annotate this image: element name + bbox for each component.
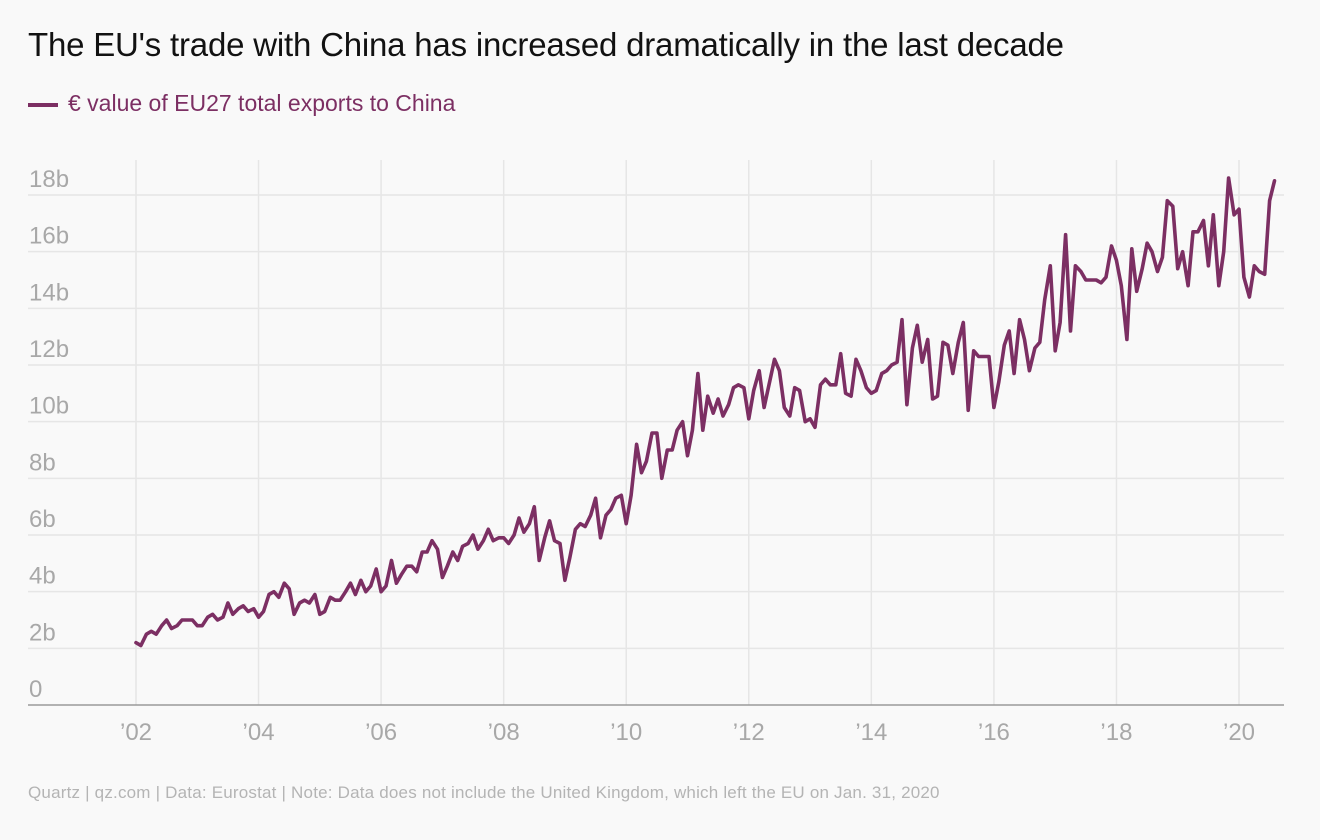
source-footer: Quartz | qz.com | Data: Eurostat | Note:… bbox=[28, 783, 940, 802]
chart-title: The EU's trade with China has increased … bbox=[28, 26, 1064, 63]
series-line bbox=[134, 176, 1277, 648]
vertical-gridlines bbox=[135, 160, 1240, 705]
legend-line-swatch bbox=[28, 102, 58, 107]
x-tick-label: ’08 bbox=[488, 719, 520, 746]
y-tick-label: 0 bbox=[29, 676, 42, 703]
x-axis-tick-labels: ’02 ’04 ’06 ’08 ’10 ’12 ’14 ’16 ’18 ’20 bbox=[120, 719, 1255, 746]
y-tick-label: 10b bbox=[29, 393, 69, 420]
legend-label: € value of EU27 total exports to China bbox=[68, 90, 456, 116]
x-tick-label: ’02 bbox=[120, 719, 152, 746]
y-tick-label: 14b bbox=[29, 279, 69, 306]
y-axis-tick-labels: 0 2b 4b 6b 8b 10b 12b 14b 16b 18b bbox=[29, 166, 69, 703]
y-tick-label: 12b bbox=[29, 336, 69, 363]
horizontal-gridlines bbox=[28, 194, 1284, 650]
x-tick-label: ’06 bbox=[365, 719, 397, 746]
series-layer bbox=[134, 176, 1277, 648]
x-tick-label: ’10 bbox=[610, 719, 642, 746]
y-tick-label: 2b bbox=[29, 619, 56, 646]
legend: € value of EU27 total exports to China bbox=[28, 90, 455, 117]
x-tick-label: ’12 bbox=[733, 719, 765, 746]
y-tick-label: 8b bbox=[29, 449, 56, 476]
y-tick-label: 4b bbox=[29, 563, 56, 590]
x-tick-label: ’20 bbox=[1223, 719, 1255, 746]
x-tick-label: ’16 bbox=[978, 719, 1010, 746]
x-tick-label: ’04 bbox=[243, 719, 275, 746]
y-tick-label: 6b bbox=[29, 506, 56, 533]
y-tick-label: 18b bbox=[29, 166, 69, 193]
x-tick-label: ’14 bbox=[855, 719, 887, 746]
x-tick-label: ’18 bbox=[1100, 719, 1132, 746]
y-tick-label: 16b bbox=[29, 223, 69, 250]
